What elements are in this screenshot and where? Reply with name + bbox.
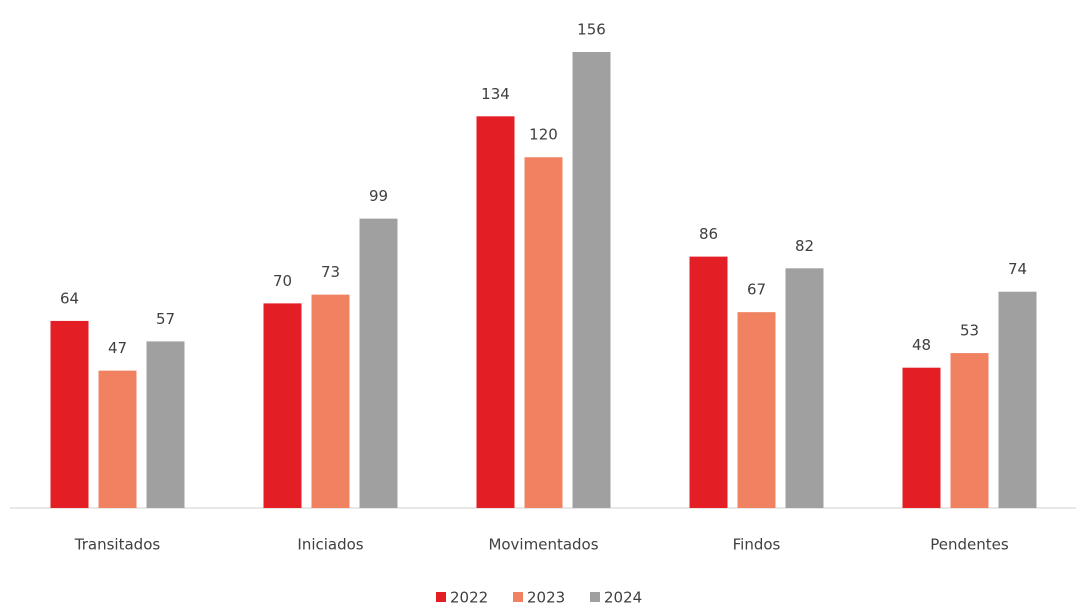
bar [998,291,1037,508]
x-tick-label: Movimentados [488,536,598,554]
value-label: 156 [577,21,606,39]
x-tick-label: Pendentes [930,536,1009,554]
value-label: 67 [747,281,766,299]
value-label: 99 [369,187,388,205]
value-label: 134 [481,85,510,103]
bar [50,320,89,508]
x-tick-label: Transitados [74,536,161,554]
x-tick-label: Findos [733,536,781,554]
legend-label: 2022 [450,589,488,605]
bar [689,256,728,508]
legend-swatch [590,592,600,602]
bar [146,341,185,508]
bar [737,312,776,508]
value-label: 47 [108,339,127,357]
x-tick-label: Iniciados [297,536,363,554]
value-label: 82 [795,237,814,255]
bar [359,218,398,509]
bar [785,268,824,508]
value-label: 57 [156,310,175,328]
value-label: 53 [960,322,979,340]
legend-swatch [436,592,446,602]
legend-label: 2023 [527,589,565,605]
value-label: 48 [912,336,931,354]
legend-label: 2024 [604,589,642,605]
value-label: 73 [321,263,340,281]
bar [263,303,302,508]
bar [572,52,611,509]
bar [476,116,515,509]
value-label: 64 [60,289,79,307]
value-label: 74 [1008,260,1027,278]
bar [98,370,137,508]
value-label: 120 [529,126,558,144]
bar [524,157,563,509]
legend-swatch [513,592,523,602]
value-label: 86 [699,225,718,243]
bar [311,294,350,508]
value-label: 70 [273,272,292,290]
bar [950,353,989,508]
bar [902,367,941,508]
